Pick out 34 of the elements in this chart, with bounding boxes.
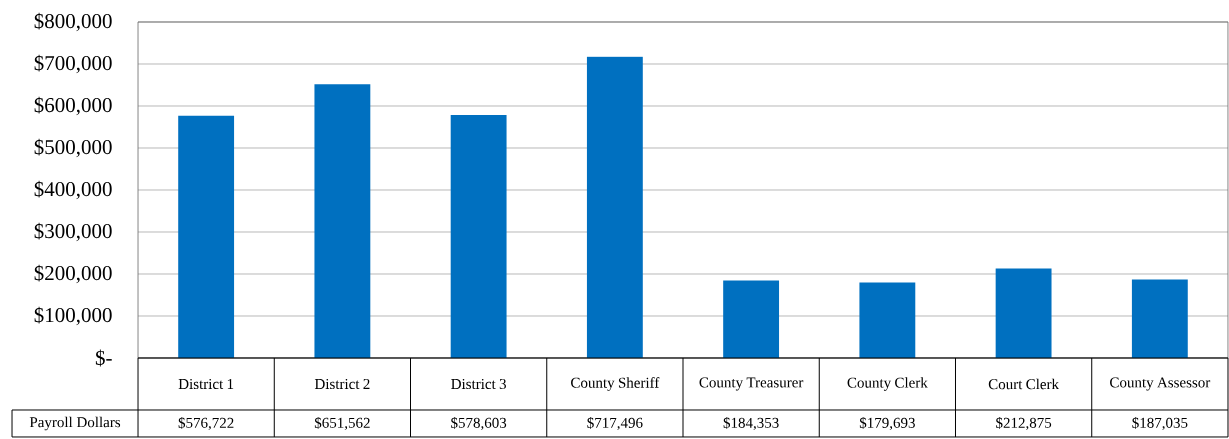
y-tick-label: $500,000 — [34, 138, 112, 158]
x-tick-label: County Sheriff — [571, 377, 660, 391]
bar — [859, 282, 916, 358]
bar — [723, 280, 780, 358]
bar — [314, 84, 371, 358]
y-tick-label: $100,000 — [34, 306, 112, 326]
text: Payroll Dollars — [29, 416, 121, 431]
y-tick-label: $- — [95, 349, 112, 367]
bar — [995, 268, 1052, 358]
x-tick-label: County Assessor — [1110, 377, 1211, 391]
y-tick-label: $200,000 — [34, 264, 112, 284]
bar — [450, 114, 507, 358]
data-label: $717,496 — [587, 416, 643, 431]
x-tick-label: Court Clerk — [988, 378, 1060, 390]
x-tick-label: District 1 — [178, 378, 234, 390]
bar — [1131, 279, 1188, 358]
data-label: $212,875 — [996, 416, 1052, 431]
data-label: $184,353 — [723, 416, 779, 431]
y-tick-label: $800,000 — [34, 12, 112, 32]
x-tick-label: County Clerk — [847, 377, 928, 391]
data-label: $576,722 — [178, 416, 234, 431]
y-tick-label: $400,000 — [34, 180, 112, 200]
y-tick-label: $300,000 — [34, 222, 112, 242]
bar — [178, 115, 235, 358]
y-tick-label: $600,000 — [34, 96, 112, 116]
y-tick-label: $700,000 — [34, 54, 112, 74]
data-label: $578,603 — [451, 416, 507, 431]
x-tick-label: District 3 — [451, 378, 506, 390]
bar — [586, 56, 643, 358]
x-tick-label: County Treasurer — [699, 377, 804, 391]
x-tick-label: District 2 — [314, 378, 370, 390]
data-label: $179,693 — [859, 416, 915, 431]
data-label: $187,035 — [1132, 416, 1188, 431]
data-label: $651,562 — [314, 416, 370, 431]
